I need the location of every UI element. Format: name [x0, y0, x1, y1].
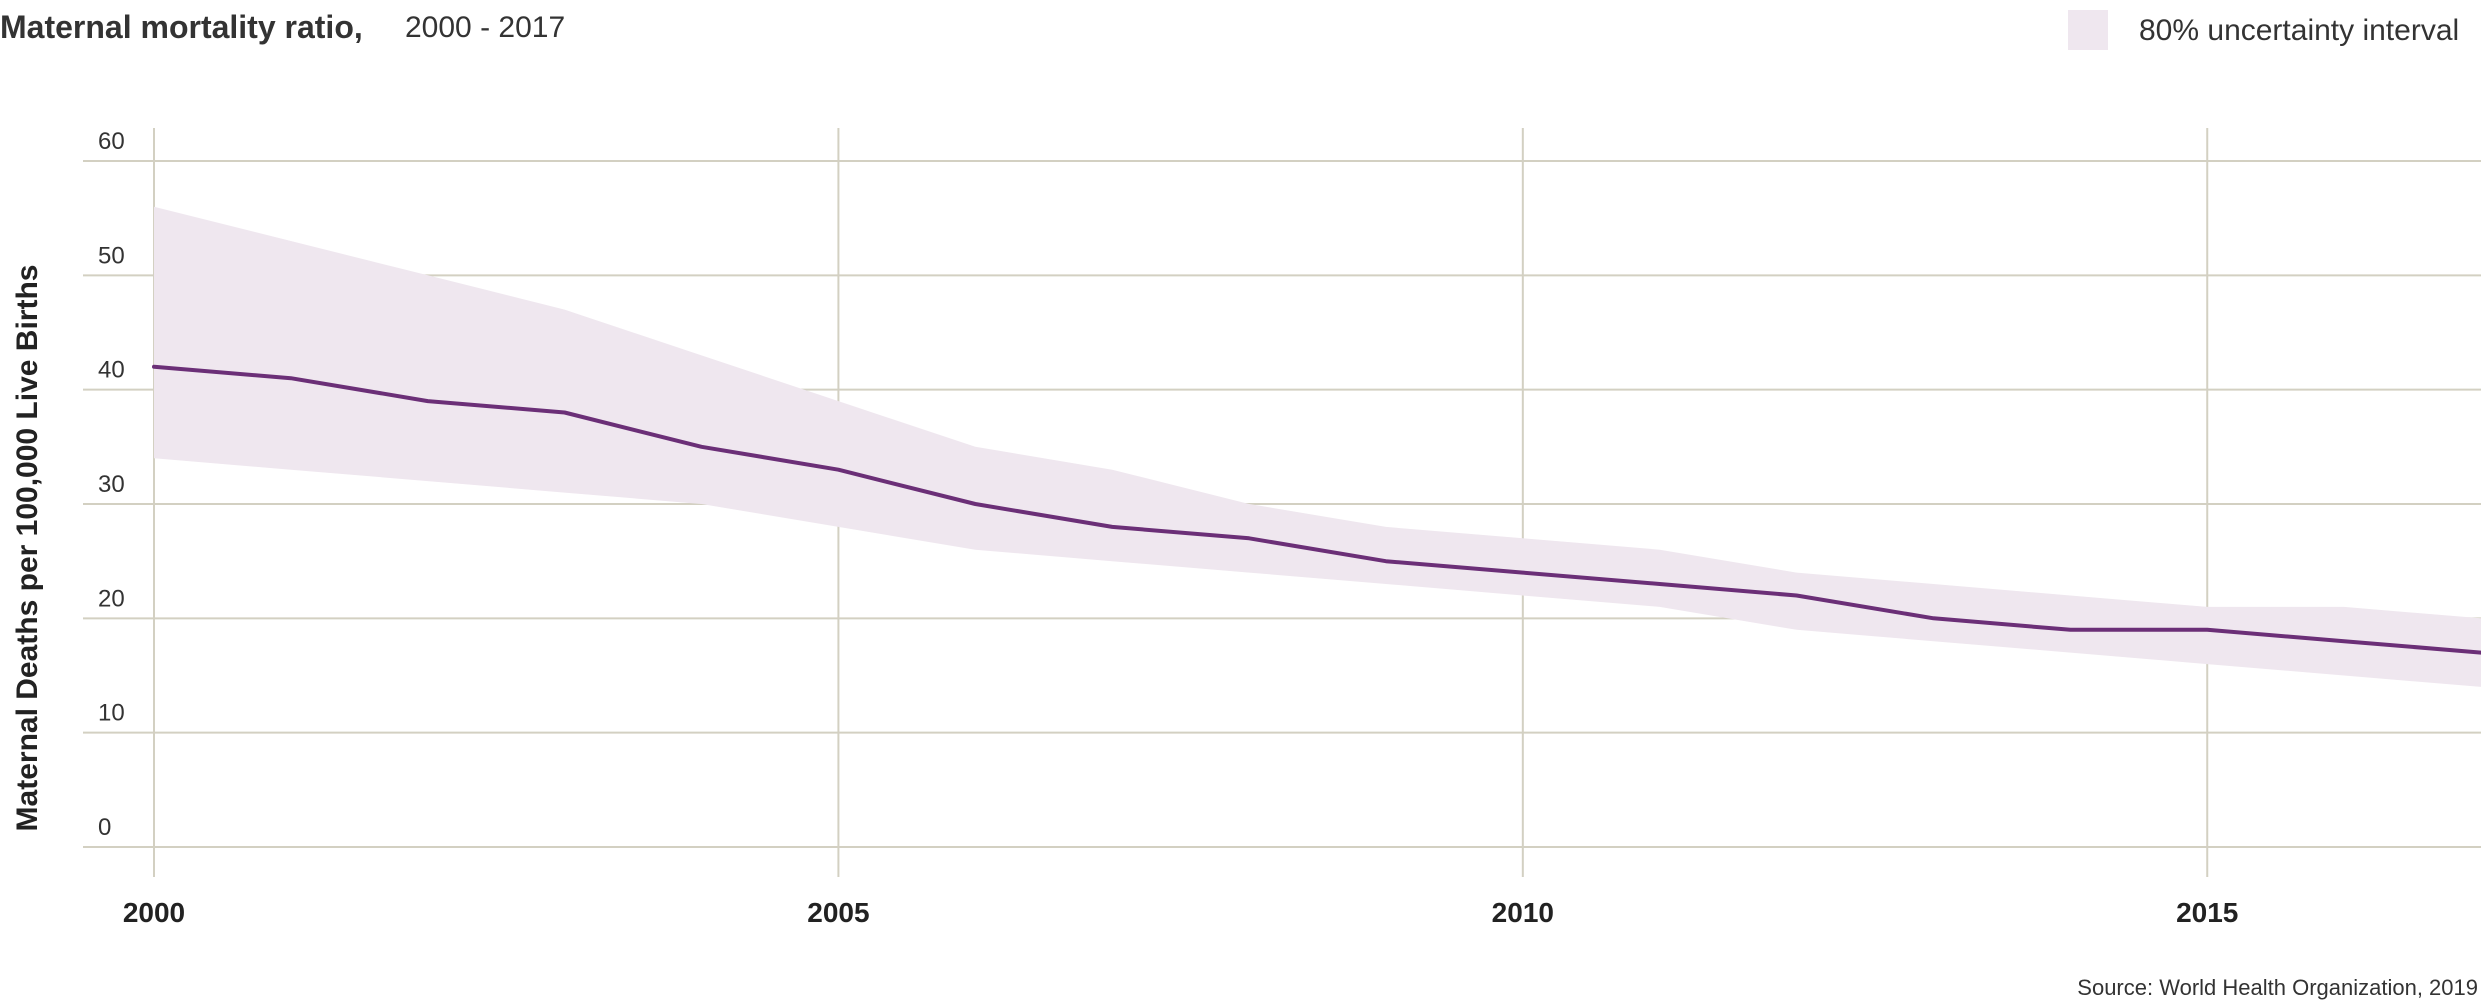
source-note: Source: World Health Organization, 2019: [2077, 975, 2478, 1000]
y-axis-label: Maternal Deaths per 100,000 Live Births: [11, 265, 44, 832]
series-line-0: [152, 364, 2481, 655]
uncertainty-band: [154, 206, 2481, 687]
x-tick-label-2000: 2000: [123, 897, 185, 928]
chart-title: Maternal mortality ratio,: [0, 9, 363, 45]
x-tick-labels: 2000 2005 2010 2015: [123, 897, 2239, 928]
y-tick-label-40: 40: [98, 357, 125, 384]
legend-label: 80% uncertainty interval: [2139, 14, 2459, 47]
y-tick-label-20: 20: [98, 585, 125, 612]
uncertainty-band-layer: [154, 206, 2481, 687]
grid: [83, 128, 2481, 877]
series-line-layer: [152, 364, 2481, 655]
legend-swatch: [2068, 10, 2108, 50]
x-tick-label-2015: 2015: [2176, 897, 2238, 928]
chart-subtitle: 2000 - 2017: [405, 11, 565, 44]
y-tick-label-50: 50: [98, 242, 125, 269]
x-tick-label-2005: 2005: [807, 897, 869, 928]
y-tick-label-60: 60: [98, 128, 125, 155]
y-tick-label-0: 0: [98, 814, 111, 841]
y-tick-labels: 0 10 20 30 40 50 60: [98, 128, 125, 841]
y-tick-label-10: 10: [98, 700, 125, 727]
y-tick-label-30: 30: [98, 471, 125, 498]
legend: 80% uncertainty interval: [2068, 10, 2459, 50]
x-tick-label-2010: 2010: [1492, 897, 1554, 928]
chart-title-group: Maternal mortality ratio, 2000 - 2017: [0, 9, 565, 45]
